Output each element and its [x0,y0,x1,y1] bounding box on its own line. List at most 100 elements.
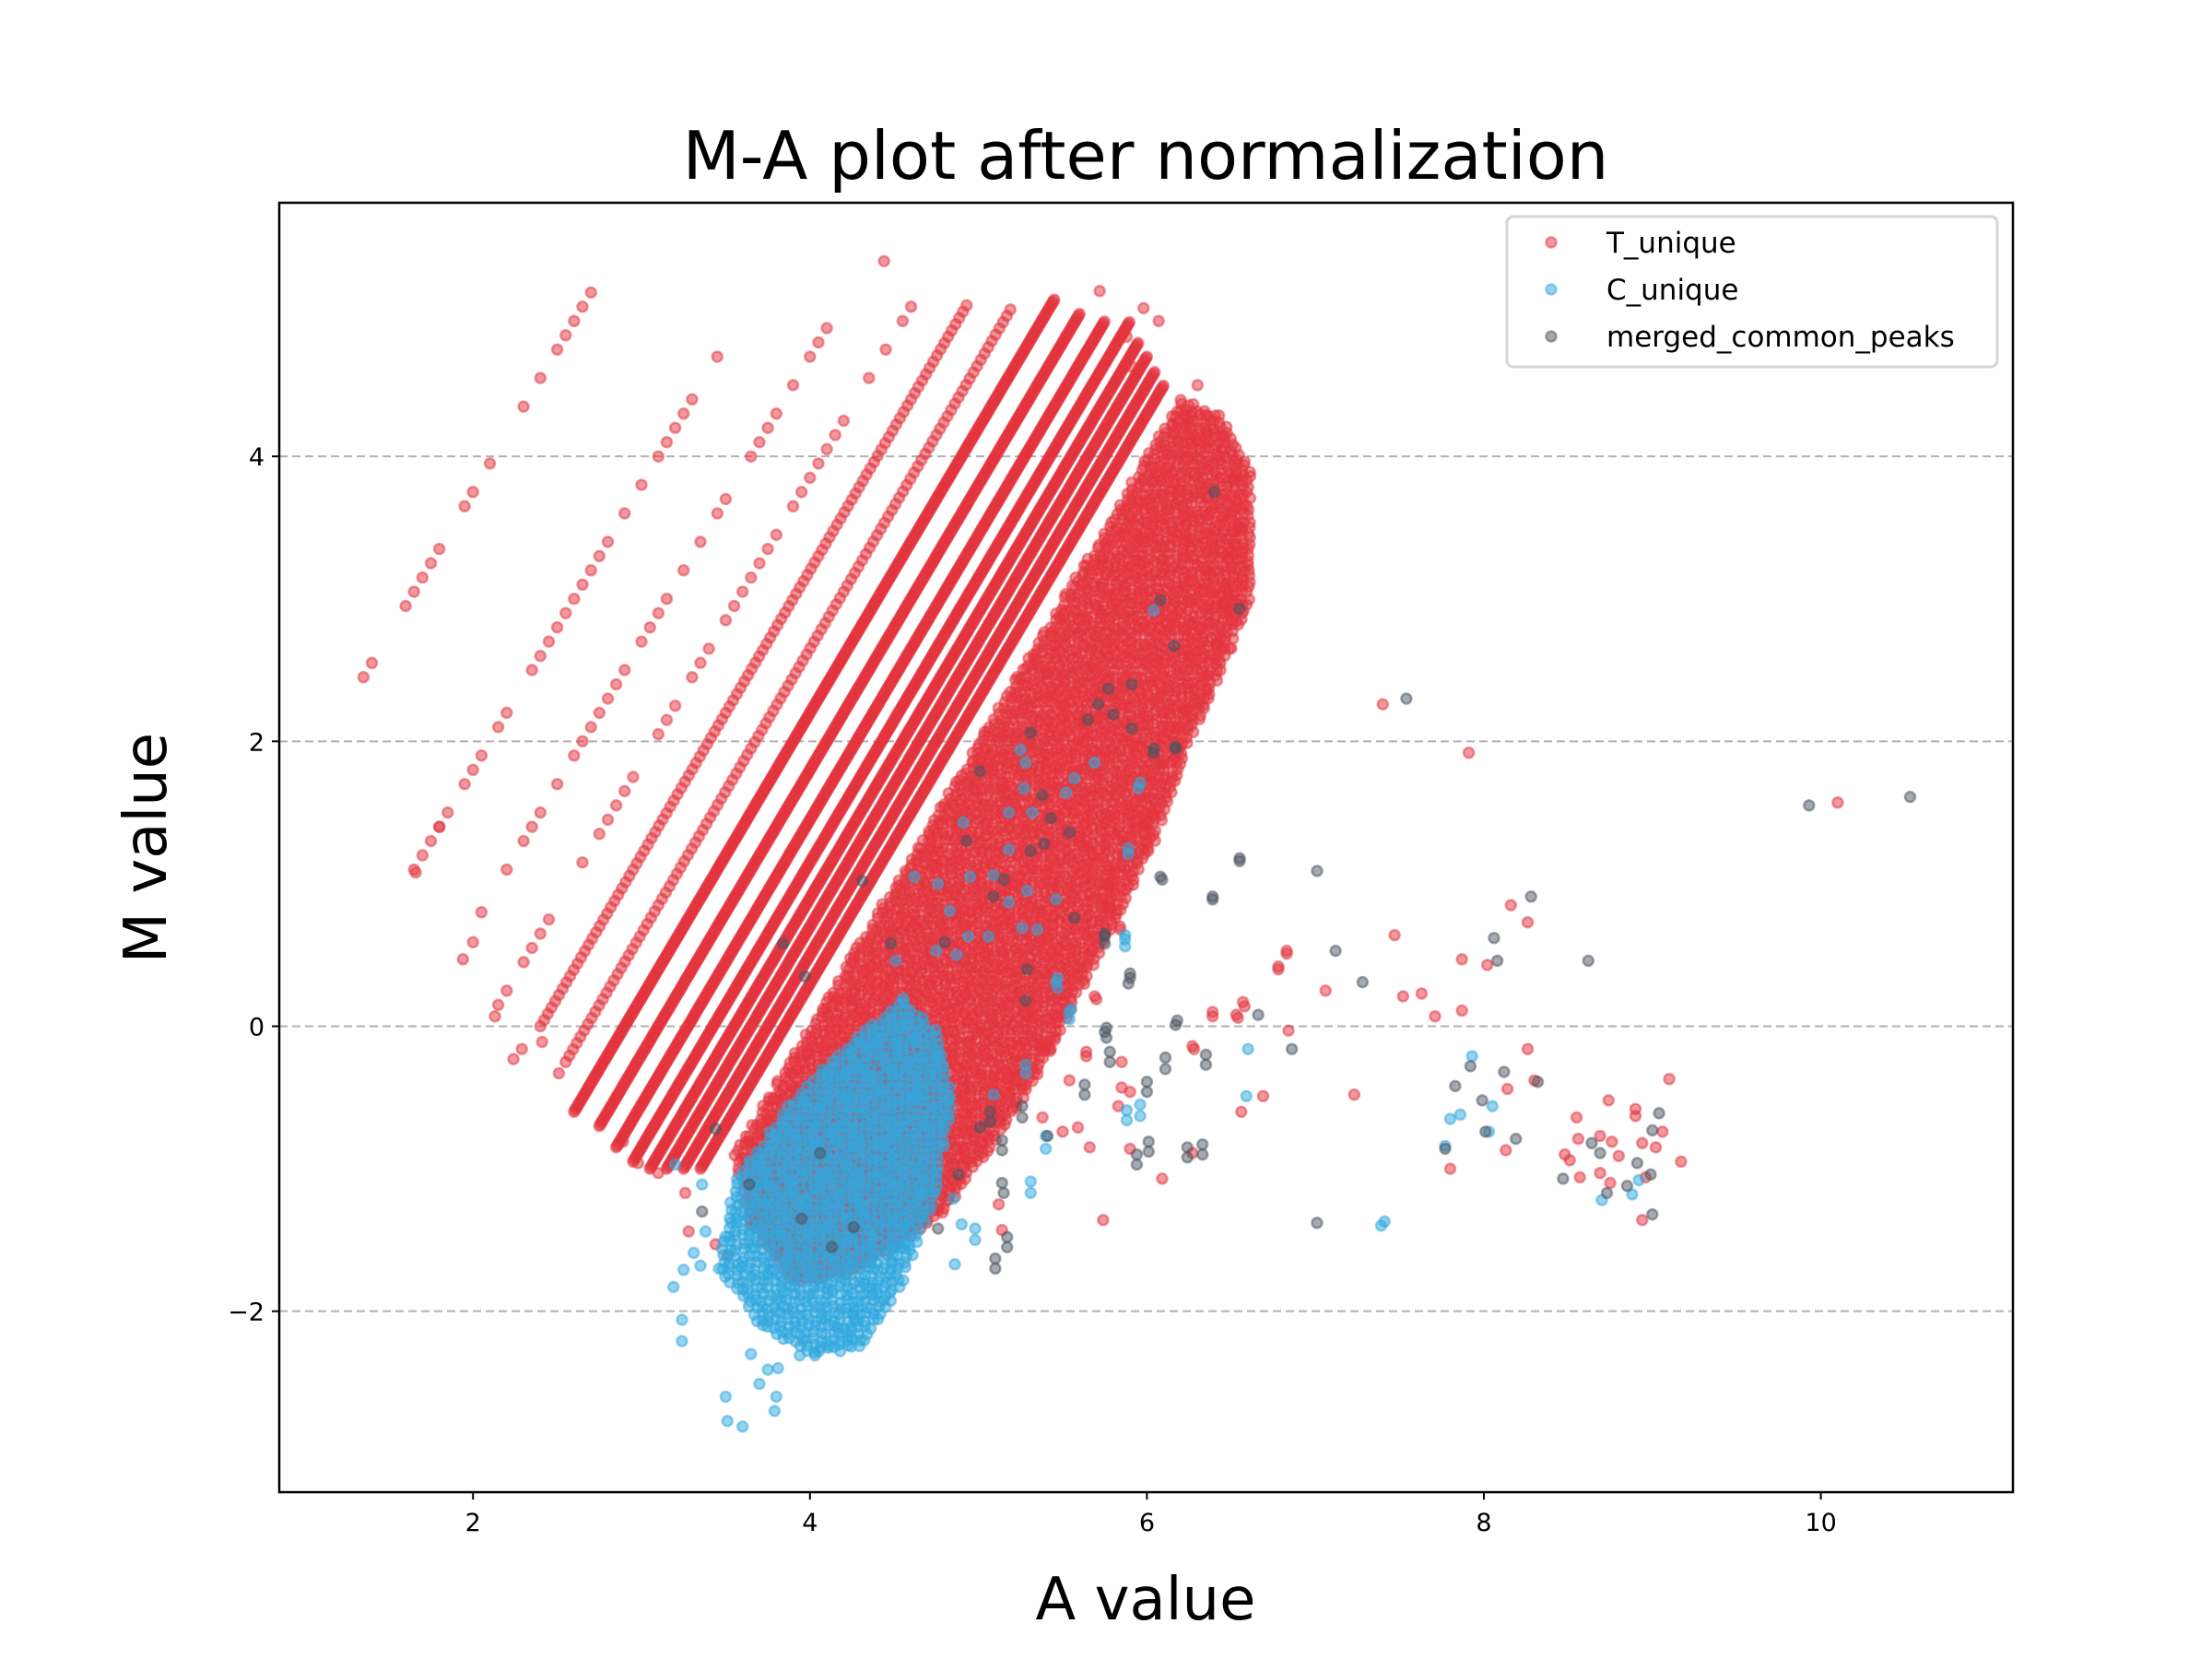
t-unique-point [1123,315,1136,329]
t-unique-point [711,507,724,520]
t-unique-point [863,371,876,384]
t-unique-point [753,557,766,570]
t-unique-point [550,620,564,634]
t-unique-point [357,671,371,684]
t-unique-point [694,535,707,548]
t-unique-point [668,421,682,434]
t-unique-point [786,379,800,392]
t-unique-point [804,350,817,363]
t-unique-point [568,592,581,606]
t-unique-point [432,542,446,556]
t-unique-point [745,571,758,584]
t-unique-point [1048,293,1061,306]
t-unique-point [576,735,589,748]
t-unique-point [770,528,783,541]
t-unique-point [365,656,379,670]
t-unique-point [525,664,538,677]
t-unique-point [812,335,825,349]
t-unique-point [517,400,530,413]
t-unique-point [694,656,707,670]
t-unique-point [660,592,674,606]
t-unique-point [652,727,665,741]
t-unique-point [568,749,581,762]
t-unique-point [534,649,547,663]
t-unique-point [735,585,749,598]
t-unique-point [652,450,665,463]
t-unique-point [635,635,648,648]
t-unique-point [534,371,547,384]
t-unique-point [652,606,665,619]
t-unique-point [753,435,766,449]
t-unique-point [416,571,429,584]
t-unique-point [424,557,438,570]
t-unique-point [635,478,648,491]
t-unique-point [517,834,530,848]
t-unique-point [584,721,597,734]
plot-area [357,254,1917,1433]
t-unique-point [500,863,513,877]
t-unique-point [820,322,833,335]
t-unique-point [1098,315,1112,328]
t-unique-point [719,492,733,506]
t-unique-point [804,471,817,485]
t-unique-point [475,749,488,762]
t-unique-point [879,343,892,356]
t-unique-point [1132,336,1145,349]
t-unique-point [609,677,623,691]
t-unique-point [627,771,640,783]
t-unique-point [1004,303,1018,316]
t-unique-point [559,329,572,342]
t-unique-point [719,614,733,627]
t-unique-point [458,500,471,513]
t-unique-point [686,671,699,684]
t-unique-point [475,906,488,919]
t-unique-point [601,813,615,827]
t-unique-point [745,450,758,463]
t-unique-point [491,721,505,734]
t-unique-point [761,542,774,556]
t-unique-point [491,998,505,1012]
t-unique-point [517,956,530,969]
t-unique-point [576,300,589,313]
t-unique-point [794,486,808,499]
t-unique-point [601,692,615,705]
t-unique-point [770,407,783,420]
t-unique-point [660,713,674,726]
t-unique-point [711,350,724,363]
t-unique-point [593,828,606,841]
t-unique-point [525,941,538,955]
t-unique-point [500,984,513,997]
t-unique-point [441,806,454,819]
t-unique-point [829,429,841,441]
t-unique-point [593,706,606,720]
t-unique-point [896,314,910,328]
t-unique-point [416,849,429,862]
t-unique-point [466,486,479,499]
t-unique-point [399,599,412,613]
t-unique-point [837,414,851,428]
t-unique-point [534,927,547,940]
t-unique-point [559,606,572,619]
t-unique-point [686,393,699,406]
t-unique-point [677,407,690,420]
t-unique-point [1148,365,1161,379]
t-unique-point [904,300,918,313]
t-unique-point [1073,307,1087,321]
t-unique-point [960,299,973,312]
t-unique-point [820,442,833,456]
t-unique-point [500,706,513,720]
t-unique-point [593,549,606,563]
t-unique-point [550,777,564,791]
t-unique-point [534,806,547,819]
t-unique-point [702,642,715,655]
t-unique-point [601,535,615,548]
t-unique-point [525,820,538,833]
t-unique-point [466,763,479,777]
t-unique-point [618,784,631,798]
t-unique-point [550,343,564,356]
t-unique-point [618,664,631,677]
t-unique-point [542,635,556,648]
t-unique-point [1157,379,1171,393]
t-unique-point [584,564,597,577]
